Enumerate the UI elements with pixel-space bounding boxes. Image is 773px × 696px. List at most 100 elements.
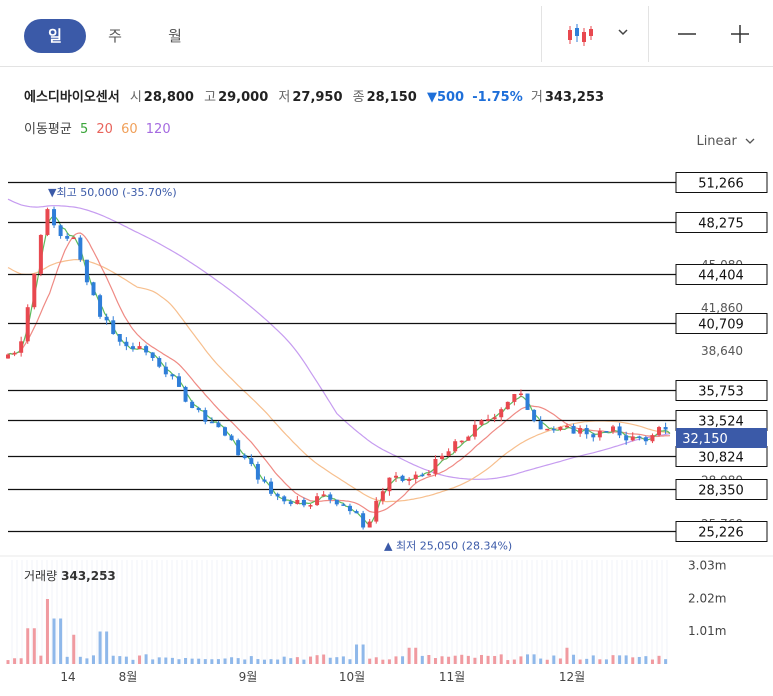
volume-bar <box>223 658 227 664</box>
close-value: 28,150 <box>366 90 417 105</box>
candle-body <box>591 434 596 438</box>
volume-bar <box>631 657 635 664</box>
volume-bar <box>447 656 451 664</box>
candle-body <box>144 346 149 353</box>
candle-body <box>387 477 392 492</box>
volume-bar <box>269 659 273 664</box>
candle-body <box>315 496 320 506</box>
candle-body <box>459 440 464 443</box>
candle-body <box>374 500 379 522</box>
tab-weekly[interactable]: 주 <box>108 27 122 45</box>
scale-dropdown[interactable]: Linear <box>696 134 755 149</box>
volume-bar <box>414 647 418 664</box>
price-level-box <box>675 479 768 500</box>
price-level-box <box>675 212 768 233</box>
candle-body <box>347 505 352 512</box>
tab-daily[interactable]: 일 <box>24 19 86 53</box>
candle-body <box>236 440 241 456</box>
candle-body <box>650 435 655 442</box>
change-value: 500 <box>436 90 465 105</box>
zoom-out-icon[interactable] <box>677 27 697 41</box>
candle-body <box>163 366 168 375</box>
volume-bars: 3.03m 2.02m 1.01m <box>0 555 773 664</box>
volume-bar <box>499 654 503 664</box>
volume-bar <box>243 659 247 664</box>
volume-bar <box>170 657 174 664</box>
volume-bar <box>355 644 359 664</box>
volume-bar <box>52 618 56 664</box>
volume-bar <box>664 659 668 664</box>
zoom-in-icon[interactable] <box>730 24 750 44</box>
candle-body <box>223 427 228 436</box>
volume-bar <box>440 656 444 664</box>
divider <box>541 6 542 62</box>
candle-body <box>545 428 550 431</box>
candlestick-chart-icon[interactable] <box>566 22 596 48</box>
volume-bar <box>131 659 135 664</box>
volume-bar <box>111 655 115 664</box>
price-level-box <box>675 172 768 193</box>
high-value: 29,000 <box>218 90 269 105</box>
candle-body <box>170 374 175 377</box>
candle-body <box>321 494 326 497</box>
volume-bar <box>19 658 23 664</box>
volume-bar <box>526 654 530 664</box>
chevron-down-icon <box>745 138 755 144</box>
volume-panel-value: 343,253 <box>61 569 116 583</box>
candle-body <box>111 320 116 335</box>
candle-body <box>505 401 510 410</box>
candle-body <box>393 475 398 478</box>
volume-bar <box>374 657 378 664</box>
low-value: 27,950 <box>292 90 343 105</box>
candle-body <box>328 494 333 500</box>
chevron-down-icon[interactable] <box>617 27 629 37</box>
candle-body <box>183 386 188 402</box>
ma-5[interactable]: 5 <box>79 122 89 137</box>
volume-bar <box>256 659 260 664</box>
candle-body <box>45 209 50 235</box>
stock-name: 에스디바이오센서 <box>24 90 120 105</box>
candle-body <box>479 420 484 425</box>
candle-body <box>630 436 635 441</box>
candle-body <box>538 420 543 430</box>
x-tick-label: 10월 <box>339 670 365 684</box>
candle-body <box>624 435 629 441</box>
tab-monthly[interactable]: 월 <box>168 27 182 45</box>
ma-120[interactable]: 120 <box>145 122 171 137</box>
current-price-tag <box>676 428 767 448</box>
candle-body <box>6 354 10 359</box>
candle-body <box>499 409 504 418</box>
volume-bar <box>216 659 220 664</box>
volume-bar <box>572 654 576 664</box>
x-tick-label: 12월 <box>559 670 585 684</box>
volume-bar <box>59 618 63 664</box>
volume-bar <box>32 628 36 664</box>
volume-bar <box>473 657 477 664</box>
candle-body <box>551 428 556 431</box>
volume-label: 거 <box>530 90 543 105</box>
candle-body <box>637 436 642 438</box>
candle-body <box>466 436 471 441</box>
x-tick-label: 11월 <box>439 670 465 684</box>
candle-body <box>19 341 24 353</box>
volume-bar <box>230 657 234 664</box>
x-tick-label: 8월 <box>119 670 138 684</box>
ma-20[interactable]: 20 <box>96 122 113 137</box>
candle-body <box>413 474 418 480</box>
volume-bar <box>177 659 181 664</box>
candle-body <box>558 426 563 431</box>
candle-body <box>400 475 405 481</box>
candle-body <box>354 511 359 514</box>
volume-bar <box>309 656 313 664</box>
volume-bar <box>348 659 352 664</box>
volume-panel-label: 거래량 <box>24 569 58 583</box>
candle-body <box>440 455 445 460</box>
price-level-label: 33,524 <box>698 415 744 430</box>
candle-body <box>104 316 109 321</box>
ma-60[interactable]: 60 <box>121 122 138 137</box>
volume-bar <box>210 659 214 664</box>
price-level-label: 28,350 <box>698 484 744 499</box>
volume-bar <box>282 656 286 664</box>
candle-body <box>249 458 254 465</box>
